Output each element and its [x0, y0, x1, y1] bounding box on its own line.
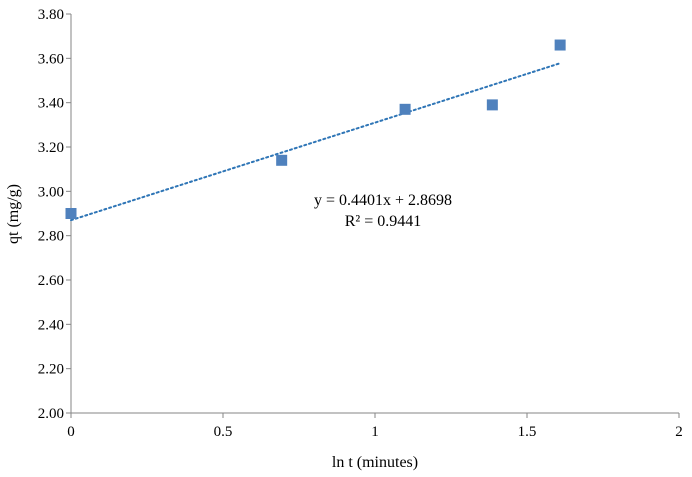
y-axis-title: qt (mg/g) — [5, 184, 22, 244]
x-tick-label: 1.5 — [518, 424, 537, 440]
data-point — [554, 39, 566, 51]
y-tick-label: 3.00 — [38, 184, 64, 200]
data-point — [399, 103, 411, 115]
y-tick-label: 2.80 — [38, 229, 64, 245]
trendline-group — [70, 62, 562, 222]
y-tick-label: 3.40 — [38, 96, 64, 112]
x-tick-label: 0.5 — [214, 424, 233, 440]
r-squared-label: R² = 0.9441 — [345, 213, 422, 230]
y-tick-label: 2.40 — [38, 317, 64, 333]
x-tick-label: 1 — [371, 424, 379, 440]
x-tick-label: 0 — [67, 424, 75, 440]
y-tick-label: 3.80 — [38, 7, 64, 23]
data-points — [65, 39, 566, 219]
y-tick-label: 2.60 — [38, 273, 64, 289]
y-tick-label: 3.20 — [38, 140, 64, 156]
tick-labels: 2.00 2.20 2.40 2.60 2.80 3.00 3.20 3.40 3.60 3.80… — [38, 7, 683, 440]
data-point — [486, 99, 498, 111]
data-point — [276, 154, 288, 166]
data-point — [65, 208, 77, 219]
y-tick-label: 3.60 — [38, 51, 64, 67]
trendline — [70, 62, 562, 222]
y-tick-label: 2.00 — [38, 406, 64, 422]
y-tick-label: 2.20 — [38, 362, 64, 378]
equation-label: y = 0.4401x + 2.8698 — [314, 192, 452, 209]
x-tick-label: 2 — [675, 424, 683, 440]
x-axis-title: ln t (minutes) — [332, 454, 418, 471]
